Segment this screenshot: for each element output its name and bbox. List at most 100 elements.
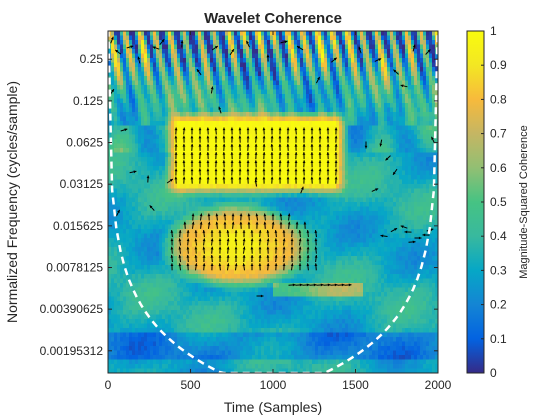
heatmap-cell — [228, 337, 232, 342]
heatmap-cell — [186, 278, 190, 284]
heatmap-cell — [126, 323, 130, 329]
heatmap-cell — [207, 175, 211, 180]
heatmap-cell — [276, 301, 280, 306]
heatmap-cell — [222, 310, 226, 315]
heatmap-cell — [237, 188, 241, 194]
heatmap-cell — [237, 94, 241, 99]
heatmap-cell — [207, 220, 211, 225]
heatmap-cell — [126, 161, 130, 167]
heatmap-cell — [258, 67, 262, 72]
heatmap-cell — [141, 251, 145, 257]
heatmap-cell — [147, 229, 151, 234]
heatmap-cell — [132, 125, 136, 131]
heatmap-cell — [300, 314, 304, 320]
heatmap-cell — [270, 53, 274, 59]
heatmap-cell — [294, 103, 298, 108]
heatmap-cell — [285, 134, 289, 140]
heatmap-cell — [180, 134, 184, 140]
heatmap-cell — [201, 31, 205, 36]
heatmap-cell — [201, 116, 205, 122]
heatmap-cell — [237, 274, 241, 279]
heatmap-cell — [291, 206, 295, 212]
heatmap-cell — [180, 94, 184, 99]
heatmap-cell — [276, 44, 280, 50]
heatmap-cell — [126, 314, 130, 320]
heatmap-cell — [114, 233, 118, 239]
heatmap-cell — [243, 256, 247, 261]
heatmap-cell — [261, 62, 265, 68]
heatmap-cell — [156, 58, 160, 63]
heatmap-cell — [192, 125, 196, 131]
heatmap-cell — [279, 71, 283, 77]
heatmap-cell — [255, 197, 259, 203]
heatmap-cell — [219, 94, 223, 99]
heatmap-cell — [162, 256, 166, 261]
heatmap-cell — [225, 71, 229, 77]
heatmap-cell — [294, 260, 298, 266]
heatmap-cell — [129, 166, 133, 171]
heatmap-cell — [219, 130, 223, 135]
heatmap-cell — [201, 35, 205, 41]
heatmap-cell — [213, 112, 217, 117]
heatmap-cell — [177, 143, 181, 149]
heatmap-cell — [186, 287, 190, 293]
heatmap-cell — [294, 359, 298, 365]
heatmap-cell — [144, 287, 148, 293]
heatmap-cell — [150, 58, 154, 63]
heatmap-cell — [156, 121, 160, 126]
heatmap-cell — [168, 62, 172, 68]
heatmap-cell — [276, 125, 280, 131]
heatmap-cell — [192, 296, 196, 302]
heatmap-cell — [255, 58, 259, 63]
heatmap-cell — [291, 139, 295, 144]
heatmap-cell — [144, 296, 148, 302]
heatmap-cell — [249, 296, 253, 302]
heatmap-cell — [201, 314, 205, 320]
heatmap-cell — [216, 130, 220, 135]
heatmap-cell — [204, 125, 208, 131]
heatmap-cell — [165, 202, 169, 207]
heatmap-cell — [261, 76, 265, 81]
heatmap-cell — [183, 238, 187, 243]
heatmap-cell — [129, 67, 133, 72]
heatmap-cell — [168, 220, 172, 225]
heatmap-cell — [264, 85, 268, 90]
heatmap-cell — [303, 40, 307, 45]
heatmap-cell — [213, 328, 217, 333]
heatmap-cell — [111, 49, 115, 54]
heatmap-cell — [171, 76, 175, 81]
heatmap-cell — [156, 278, 160, 284]
heatmap-cell — [246, 98, 250, 104]
heatmap-cell — [177, 85, 181, 90]
heatmap-cell — [225, 260, 229, 266]
heatmap-cell — [207, 197, 211, 203]
heatmap-cell — [252, 107, 256, 113]
heatmap-cell — [195, 364, 199, 369]
heatmap-cell — [129, 107, 133, 113]
heatmap-cell — [108, 107, 112, 113]
heatmap-cell — [291, 80, 295, 86]
heatmap-cell — [198, 301, 202, 306]
heatmap-cell — [156, 224, 160, 230]
heatmap-cell — [225, 323, 229, 329]
heatmap-cell — [147, 49, 151, 54]
heatmap-cell — [150, 341, 154, 347]
heatmap-cell — [156, 89, 160, 95]
heatmap-cell — [270, 67, 274, 72]
heatmap-cell — [126, 184, 130, 189]
heatmap-cell — [201, 247, 205, 252]
heatmap-cell — [300, 346, 304, 351]
heatmap-cell — [177, 35, 181, 41]
heatmap-cell — [183, 233, 187, 239]
heatmap-cell — [159, 314, 163, 320]
heatmap-cell — [120, 152, 124, 158]
heatmap-cell — [129, 301, 133, 306]
heatmap-cell — [210, 337, 214, 342]
heatmap-cell — [219, 134, 223, 140]
heatmap-cell — [195, 130, 199, 135]
heatmap-cell — [138, 269, 142, 275]
heatmap-cell — [222, 319, 226, 324]
heatmap-cell — [129, 328, 133, 333]
heatmap-cell — [264, 364, 268, 369]
heatmap-cell — [204, 256, 208, 261]
